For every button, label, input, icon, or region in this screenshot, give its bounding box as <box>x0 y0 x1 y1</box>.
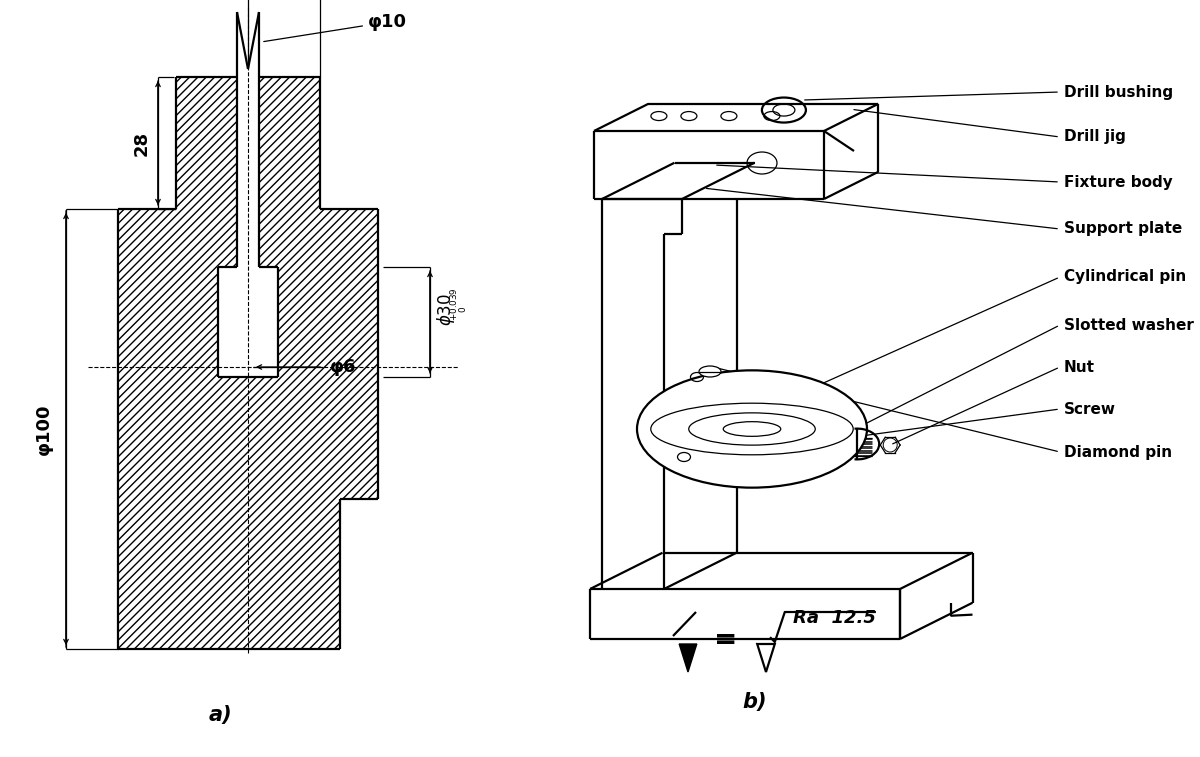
Text: Drill jig: Drill jig <box>1064 129 1126 145</box>
Polygon shape <box>248 77 378 649</box>
Ellipse shape <box>637 370 866 488</box>
Text: 28: 28 <box>133 130 151 155</box>
Text: Slotted washer: Slotted washer <box>1064 317 1194 332</box>
Text: Diamond pin: Diamond pin <box>1064 444 1172 459</box>
Text: =: = <box>714 626 738 654</box>
Text: $^{+0.039}_{\ \ \ 0}$: $^{+0.039}_{\ \ \ 0}$ <box>450 287 470 321</box>
Text: Fixture body: Fixture body <box>1064 175 1172 189</box>
Text: Ra  12.5: Ra 12.5 <box>793 609 876 627</box>
Polygon shape <box>757 644 775 672</box>
Text: Nut: Nut <box>1064 360 1096 375</box>
Polygon shape <box>118 77 248 649</box>
Text: Drill bushing: Drill bushing <box>1064 85 1174 99</box>
Ellipse shape <box>698 366 721 377</box>
Text: b): b) <box>743 692 767 712</box>
Text: φ10: φ10 <box>264 13 407 42</box>
Text: φ100: φ100 <box>35 403 53 455</box>
Text: a): a) <box>208 705 232 725</box>
Polygon shape <box>679 644 697 672</box>
Text: Cylindrical pin: Cylindrical pin <box>1064 269 1187 285</box>
Text: φ6: φ6 <box>330 358 356 376</box>
Text: $\phi30$: $\phi30$ <box>436 294 457 326</box>
Text: Screw: Screw <box>1064 401 1116 416</box>
Text: Support plate: Support plate <box>1064 222 1182 236</box>
